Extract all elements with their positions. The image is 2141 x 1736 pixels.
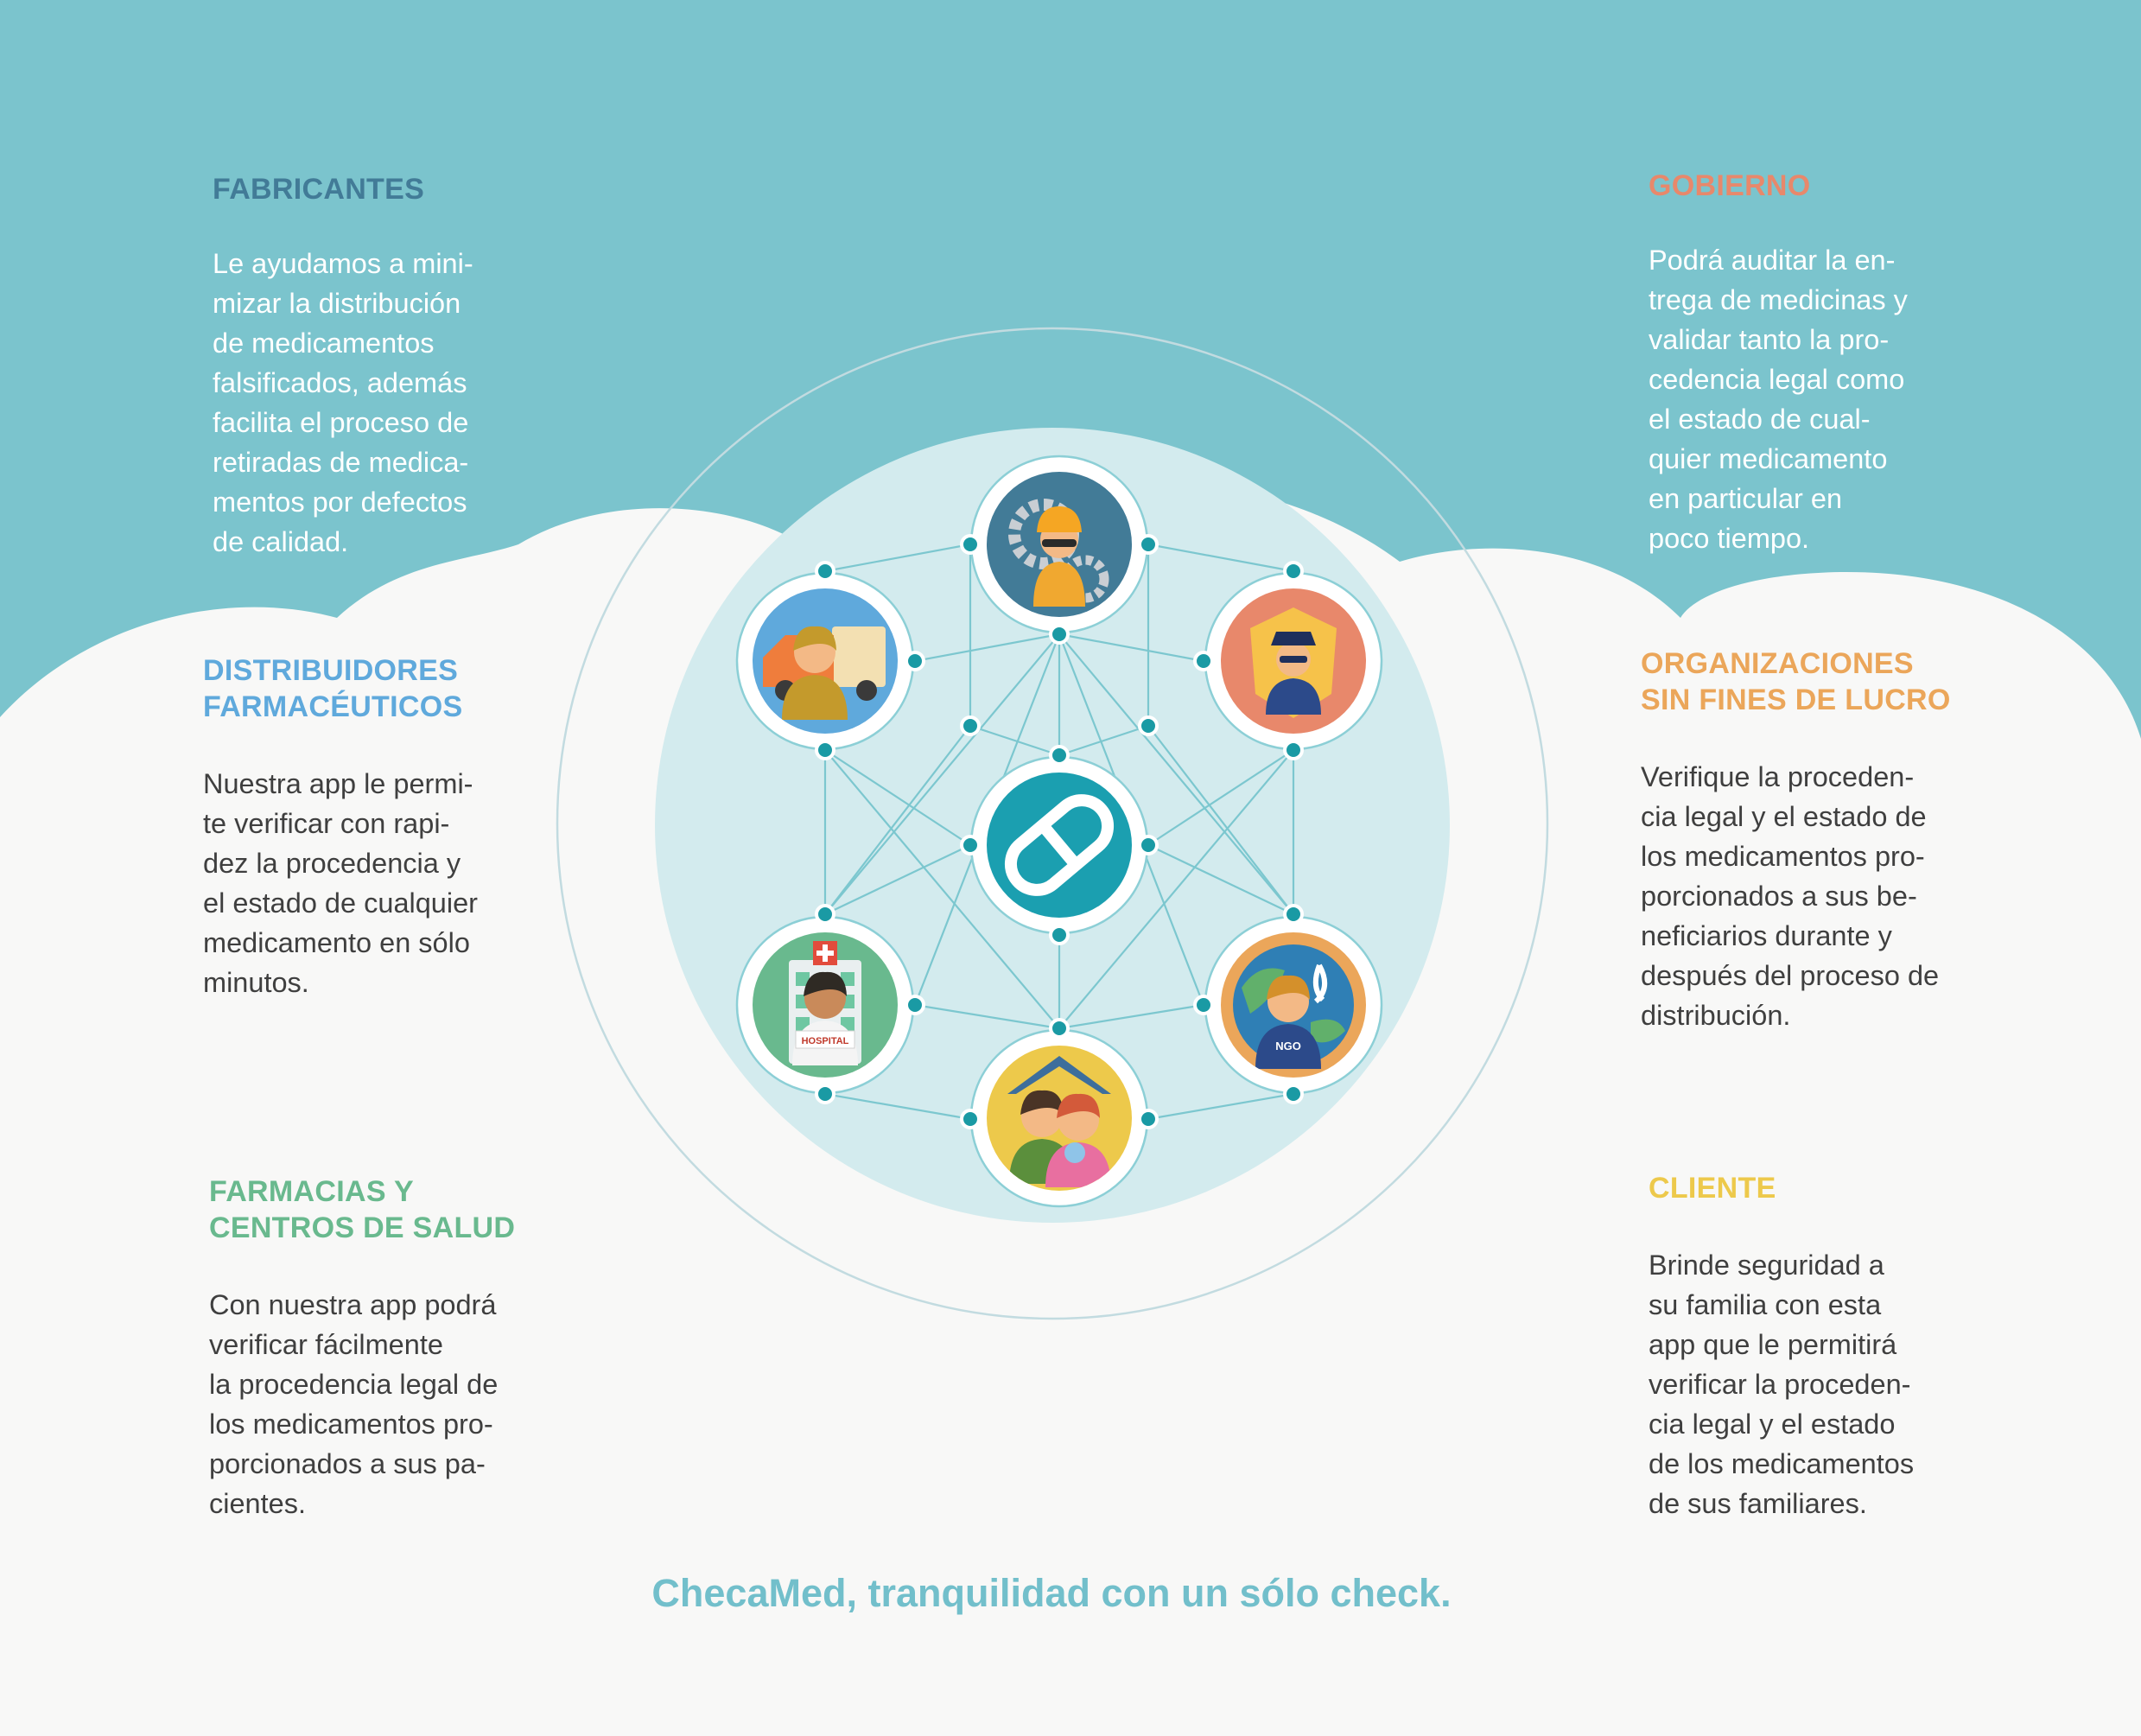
connector-dot [1193,995,1214,1015]
connector-dot [1138,534,1159,555]
connection-line [914,633,1060,663]
section-fabricantes: FABRICANTES Le ayudamos a mini- mizar la… [213,171,524,562]
family-home-icon [969,1028,1149,1208]
fabricantes-body: Le ayudamos a mini- mizar la distribució… [213,248,473,557]
connector-dot [1283,904,1304,925]
connection-line [1147,543,1294,573]
cliente-body: Brinde seguridad a su familia con esta a… [1649,1250,1915,1519]
hospital-nurse-icon: HOSPITAL [735,915,915,1095]
section-farmacias: FARMACIAS Y CENTROS DE SALUD Con nuestra… [209,1173,537,1523]
connector-dot [1283,561,1304,582]
farmacias-body: Con nuestra app podrá verificar fácilmen… [209,1289,499,1519]
farmacias-title: FARMACIAS Y CENTROS DE SALUD [209,1175,516,1244]
connection-line [824,633,1060,915]
connection-line [1058,633,1204,663]
delivery-truck-icon [735,571,915,751]
organizaciones-title: ORGANIZACIONES SIN FINES DE LUCRO [1641,647,1951,716]
distribuidores-title: DISTRIBUIDORES FARMACÉUTICOS [203,654,463,723]
connection-line [824,725,971,915]
connector-dot [1049,624,1070,645]
top-band [0,0,2141,739]
connector-dot [815,904,835,925]
section-gobierno: GOBIERNO Podrá auditar la en- trega de m… [1649,168,1960,558]
icon-nodes: HOSPITAL NGO [735,455,1383,1208]
connector-dot [1049,745,1070,766]
outer-ring [556,327,1549,1320]
connection-line [1147,725,1294,915]
cliente-title: CLIENTE [1649,1172,1776,1205]
connection-line [824,749,971,846]
connector-dot [960,715,981,736]
connection-line [1058,724,1149,757]
connector-dot [960,835,981,855]
gobierno-body: Podrá auditar la en- trega de medicinas … [1649,245,1908,554]
connector-dot [960,534,981,555]
distribuidores-body: Nuestra app le permi- te verificar con r… [203,768,479,998]
connection-line [824,543,971,573]
connection-line [824,1092,971,1121]
connection-line [1058,1003,1204,1030]
worker-gears-icon [969,455,1149,634]
police-officer-icon [1204,571,1383,751]
tagline: ChecaMed, tranquilidad con un sólo check… [651,1571,1452,1615]
organizaciones-body: Verifique la proceden- cia legal y el es… [1641,761,1940,1031]
connector-dot [815,1084,835,1104]
ngo-badge-label: NGO [1275,1040,1301,1052]
connection-line [1058,633,1294,915]
connection-line [969,724,1060,757]
connector-dot [905,651,925,671]
connector-dot [1138,835,1159,855]
connector-dot [1138,715,1159,736]
connector-dot [1049,925,1070,945]
connector-dot [815,561,835,582]
connection-line [1147,749,1294,846]
connector-dot [905,995,925,1015]
connection-line [824,749,1060,1029]
section-organizaciones: ORGANIZACIONES SIN FINES DE LUCRO Verifi… [1641,645,2004,1035]
connector-dot [1193,651,1214,671]
ngo-globe-icon: NGO [1204,915,1383,1095]
connector-dot [1283,740,1304,760]
checamed-logo-icon [969,755,1149,935]
fabricantes-title: FABRICANTES [213,173,425,206]
connection-line [824,844,971,915]
section-cliente: CLIENTE Brinde seguridad a su familia co… [1649,1170,1977,1523]
connector-dot [1049,1018,1070,1039]
section-distribuidores: DISTRIBUIDORES FARMACÉUTICOS Nuestra app… [203,652,531,1002]
connector-dot [815,740,835,760]
connector-dot [960,1109,981,1129]
connection-line [1147,1092,1294,1121]
connector-dot [1138,1109,1159,1129]
connection-line [1058,749,1294,1029]
connector-dot [1283,1084,1304,1104]
connection-line [1147,844,1294,915]
connection-line [914,1003,1060,1030]
hospital-sign-label: HOSPITAL [802,1036,849,1046]
gobierno-title: GOBIERNO [1649,169,1811,202]
connector-dots [815,534,1304,1129]
